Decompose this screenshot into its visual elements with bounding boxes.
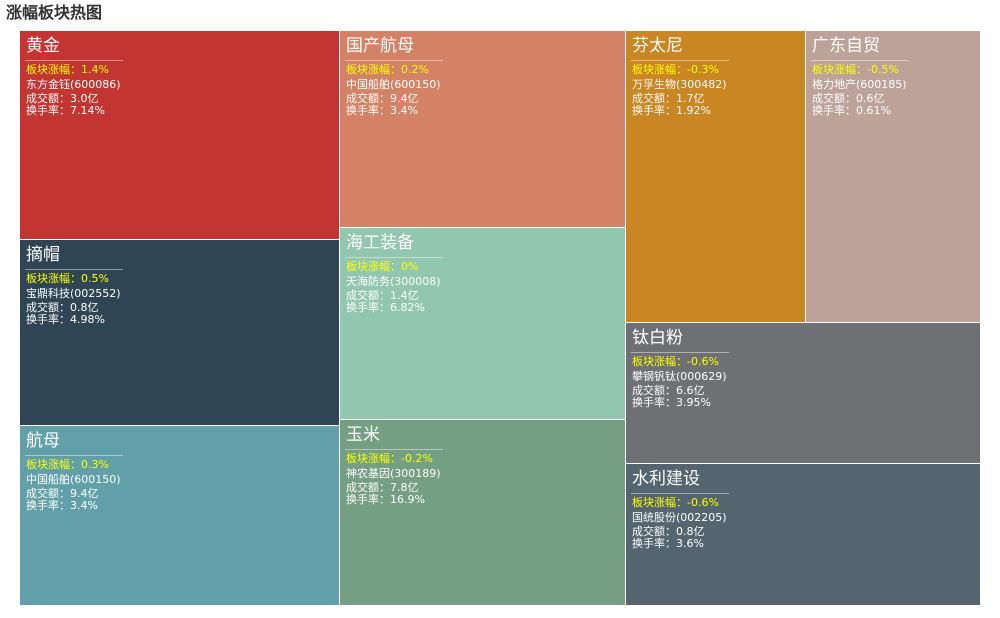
sector-turnover: 换手率：7.14%	[26, 104, 105, 117]
sector-change: 板块涨幅：-0.3%	[632, 63, 719, 76]
sector-name: 海工装备	[346, 233, 414, 253]
sector-volume: 成交额：0.8亿	[26, 301, 99, 314]
sector-lead-stock: 东方金钰(600086)	[26, 78, 121, 91]
sector-tile[interactable]: 广东自贸板块涨幅：-0.5% 格力地产(600185) 成交额：0.6亿 换手率：0.…	[806, 31, 980, 322]
sector-tile[interactable]: 黄金板块涨幅：1.4% 东方金钰(600086) 成交额：3.0亿 换手率：7.14%	[20, 31, 339, 239]
sector-turnover: 换手率：6.82%	[346, 301, 425, 314]
sector-volume: 成交额：1.4亿	[346, 289, 419, 302]
sector-change: 板块涨幅：0.3%	[26, 458, 109, 471]
sector-divider	[631, 352, 729, 353]
sector-tile[interactable]: 摘帽板块涨幅：0.5% 宝鼎科技(002552) 成交额：0.8亿 换手率：4.98%	[20, 240, 339, 425]
sector-lead-stock: 攀钢钒钛(000629)	[632, 370, 727, 383]
sector-volume: 成交额：9.4亿	[26, 487, 99, 500]
sector-change: 板块涨幅：-0.6%	[632, 355, 719, 368]
sector-change: 板块涨幅：0%	[346, 260, 419, 273]
sector-name: 水利建设	[632, 469, 700, 489]
sector-turnover: 换手率：16.9%	[346, 493, 425, 506]
sector-turnover: 换手率：3.4%	[346, 104, 418, 117]
sector-volume: 成交额：1.7亿	[632, 92, 705, 105]
sector-name: 摘帽	[26, 245, 60, 265]
sector-change: 板块涨幅：-0.5%	[812, 63, 899, 76]
sector-lead-stock: 格力地产(600185)	[812, 78, 907, 91]
sector-change: 板块涨幅：1.4%	[26, 63, 109, 76]
sector-lead-stock: 宝鼎科技(002552)	[26, 287, 121, 300]
sector-turnover: 换手率：3.6%	[632, 537, 704, 550]
sector-volume: 成交额：0.8亿	[632, 525, 705, 538]
sector-tile[interactable]: 海工装备板块涨幅：0% 天海防务(300008) 成交额：1.4亿 换手率：6.82%	[340, 228, 625, 419]
sector-tile[interactable]: 钛白粉板块涨幅：-0.6% 攀钢钒钛(000629) 成交额：6.6亿 换手率：3.9…	[626, 323, 980, 463]
sector-tile[interactable]: 玉米板块涨幅：-0.2% 神农基因(300189) 成交额：7.8亿 换手率：16.9…	[340, 420, 625, 605]
sector-turnover: 换手率：1.92%	[632, 104, 711, 117]
sector-divider	[25, 269, 123, 270]
sector-volume: 成交额：7.8亿	[346, 481, 419, 494]
sector-divider	[631, 493, 729, 494]
sector-lead-stock: 中国船舶(600150)	[26, 473, 121, 486]
sector-lead-stock: 万孚生物(300482)	[632, 78, 727, 91]
page-title: 涨幅板块热图	[6, 3, 103, 22]
sector-divider	[25, 60, 123, 61]
sector-name: 钛白粉	[632, 328, 683, 348]
sector-name: 芬太尼	[632, 36, 683, 56]
sector-turnover: 换手率：0.61%	[812, 104, 891, 117]
sector-change: 板块涨幅：0.5%	[26, 272, 109, 285]
sector-name: 航母	[26, 431, 60, 451]
sector-name: 黄金	[26, 36, 60, 56]
sector-name: 玉米	[346, 425, 380, 445]
sector-divider	[811, 60, 909, 61]
sector-change: 板块涨幅：-0.6%	[632, 496, 719, 509]
sector-lead-stock: 中国船舶(600150)	[346, 78, 441, 91]
sector-lead-stock: 国统股份(002205)	[632, 511, 727, 524]
sector-tile[interactable]: 水利建设板块涨幅：-0.6% 国统股份(002205) 成交额：0.8亿 换手率：3.…	[626, 464, 980, 605]
sector-change: 板块涨幅：-0.2%	[346, 452, 433, 465]
sector-name: 广东自贸	[812, 36, 880, 56]
sector-turnover: 换手率：4.98%	[26, 313, 105, 326]
sector-tile[interactable]: 芬太尼板块涨幅：-0.3% 万孚生物(300482) 成交额：1.7亿 换手率：1.9…	[626, 31, 805, 322]
sector-turnover: 换手率：3.4%	[26, 499, 98, 512]
sector-lead-stock: 天海防务(300008)	[346, 275, 441, 288]
sector-turnover: 换手率：3.95%	[632, 396, 711, 409]
sector-name: 国产航母	[346, 36, 414, 56]
sector-volume: 成交额：0.6亿	[812, 92, 885, 105]
sector-divider	[631, 60, 729, 61]
sector-divider	[25, 455, 123, 456]
sector-lead-stock: 神农基因(300189)	[346, 467, 441, 480]
sector-change: 板块涨幅：0.2%	[346, 63, 429, 76]
sector-volume: 成交额：6.6亿	[632, 384, 705, 397]
sector-divider	[345, 60, 443, 61]
sector-volume: 成交额：3.0亿	[26, 92, 99, 105]
sector-tile[interactable]: 国产航母板块涨幅：0.2% 中国船舶(600150) 成交额：9.4亿 换手率：3.4…	[340, 31, 625, 227]
sector-divider	[345, 257, 443, 258]
sector-treemap: 黄金板块涨幅：1.4% 东方金钰(600086) 成交额：3.0亿 换手率：7.14%…	[20, 31, 980, 605]
sector-volume: 成交额：9.4亿	[346, 92, 419, 105]
sector-divider	[345, 449, 443, 450]
sector-tile[interactable]: 航母板块涨幅：0.3% 中国船舶(600150) 成交额：9.4亿 换手率：3.4%	[20, 426, 339, 605]
